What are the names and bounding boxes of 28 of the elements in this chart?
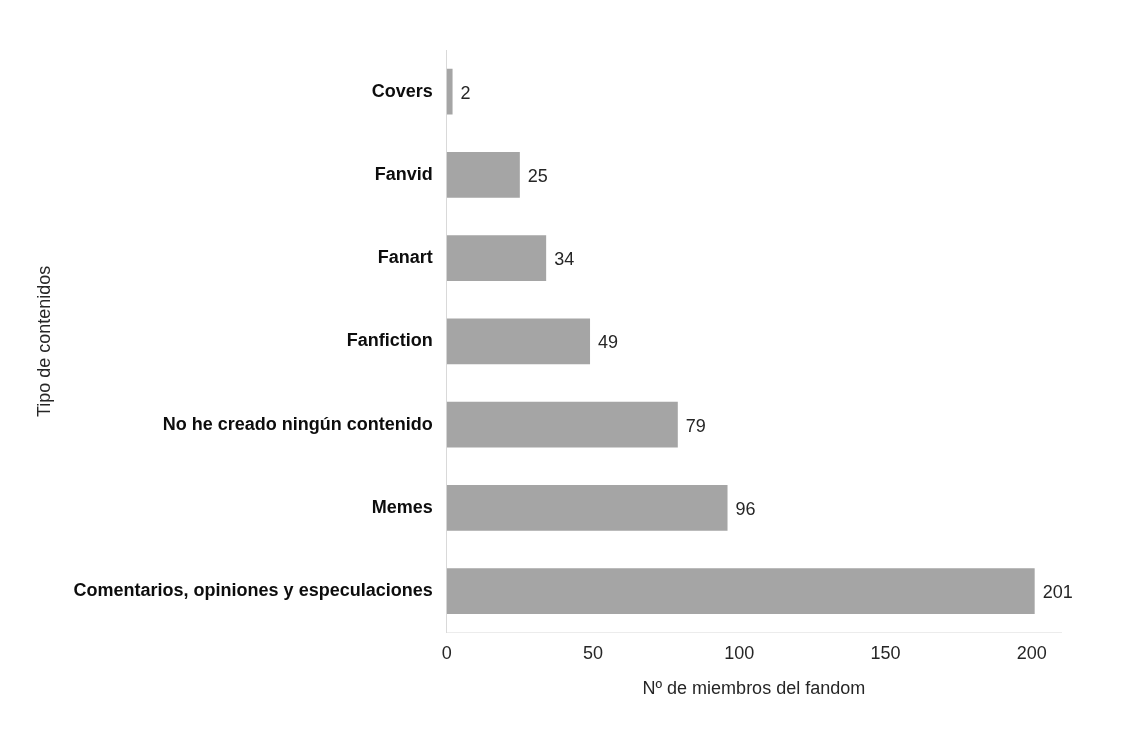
y-tick-label: Fanfiction — [346, 330, 433, 351]
y-tick-label: Fanart — [377, 247, 433, 268]
data-label: 79 — [685, 415, 706, 436]
x-tick-label: 200 — [1016, 642, 1047, 663]
x-tick-label: 50 — [582, 642, 603, 663]
x-axis-title: Nº de miembros del fandom — [642, 678, 866, 699]
y-tick-label: Comentarios, opiniones y especulaciones — [73, 580, 433, 601]
x-tick-label: 150 — [870, 642, 901, 663]
bar — [446, 318, 591, 365]
data-label: 96 — [735, 498, 756, 519]
y-tick-label: Covers — [371, 80, 433, 101]
bar — [446, 151, 520, 198]
y-tick-label: No he creado ningún contenido — [162, 413, 433, 434]
bar — [446, 68, 453, 115]
data-label: 201 — [1042, 582, 1073, 603]
y-tick-label: Fanvid — [374, 163, 433, 184]
bar — [446, 401, 678, 448]
bar — [446, 235, 547, 282]
x-tick-label: 100 — [724, 642, 755, 663]
data-label: 34 — [554, 249, 575, 270]
data-label: 2 — [460, 82, 471, 103]
data-label: 49 — [598, 332, 619, 353]
y-axis-title: Tipo de contenidos — [33, 265, 54, 418]
bar — [446, 485, 728, 531]
y-tick-label: Memes — [371, 496, 433, 517]
data-label: 25 — [527, 165, 548, 186]
x-tick-label: 0 — [441, 642, 452, 663]
bar — [446, 568, 1035, 615]
